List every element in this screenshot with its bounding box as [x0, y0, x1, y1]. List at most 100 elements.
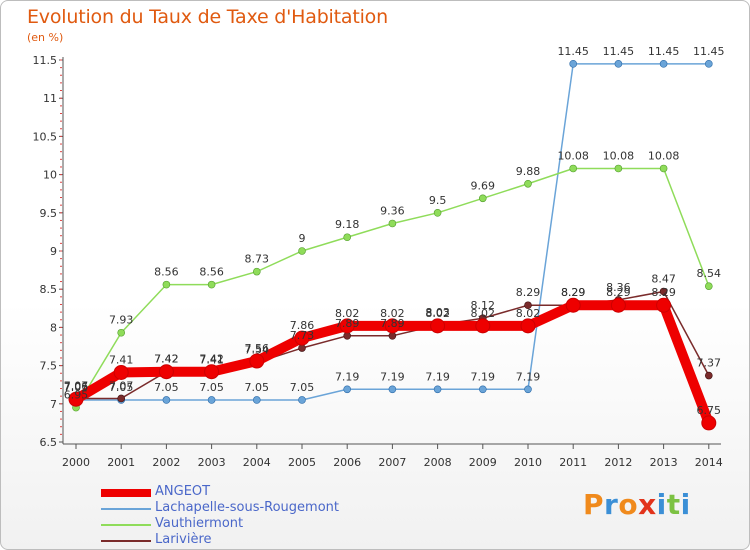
data-point [204, 364, 220, 380]
y-tick-label: 8.5 [40, 283, 58, 296]
data-point [162, 396, 171, 404]
data-point [207, 280, 216, 289]
data-label: 8.56 [154, 266, 179, 279]
data-label: 8.29 [516, 286, 541, 299]
data-point [384, 318, 400, 334]
y-tick-label: 9 [50, 245, 57, 258]
data-label: 11.45 [693, 45, 725, 58]
x-tick-label: 2000 [62, 456, 90, 469]
x-tick-label: 2012 [604, 456, 632, 469]
data-label: 8.36 [606, 281, 631, 294]
data-label: 8.02 [335, 307, 360, 320]
data-point [704, 371, 713, 380]
legend-swatch-lachapelle [101, 508, 151, 510]
data-point [614, 164, 623, 173]
data-point [207, 396, 216, 404]
y-tick-label: 10 [43, 169, 57, 182]
data-label: 8.03 [425, 306, 450, 319]
data-point [162, 280, 171, 289]
brand-letter: o [618, 488, 639, 521]
y-tick-label: 6.5 [40, 436, 58, 449]
data-point [701, 415, 717, 431]
data-label: 7.42 [154, 353, 179, 366]
data-label: 8.02 [425, 307, 450, 320]
data-label: 8.02 [516, 307, 541, 320]
data-label: 7.05 [154, 381, 179, 394]
data-label: 8.12 [471, 299, 496, 312]
data-point [659, 287, 668, 296]
data-point [610, 297, 626, 313]
data-label: 7.37 [697, 357, 722, 370]
data-label: 6.95 [64, 389, 89, 402]
brand-letter: i [656, 488, 667, 521]
data-point [294, 330, 310, 346]
x-tick-label: 2007 [378, 456, 406, 469]
brand-letter: i [680, 488, 691, 521]
data-label: 7.06 [64, 380, 89, 393]
data-point [430, 318, 446, 334]
data-point [524, 179, 532, 188]
data-point [524, 301, 532, 310]
data-point [117, 394, 125, 403]
x-tick-label: 2013 [650, 456, 678, 469]
legend-label-angeot: ANGEOT [155, 484, 211, 499]
legend-swatch-vauthiermont [101, 524, 151, 526]
x-tick-label: 2005 [288, 456, 316, 469]
data-label: 7.56 [245, 342, 270, 355]
legend-label-lachapelle: Lachapelle-sous-Rougemont [155, 500, 339, 515]
data-point [117, 328, 125, 337]
data-label: 8.73 [245, 253, 270, 266]
series-line-1 [75, 63, 710, 401]
data-label: 8.02 [471, 307, 496, 320]
data-label: 7.07 [64, 379, 89, 392]
data-point [433, 209, 442, 217]
data-label: 7.89 [380, 317, 405, 330]
x-tick-label: 2011 [559, 456, 587, 469]
data-point [249, 353, 265, 369]
data-point [253, 267, 261, 276]
data-point [388, 385, 397, 394]
data-label: 7.42 [154, 353, 179, 366]
data-label: 9.18 [335, 218, 360, 231]
data-point [113, 364, 129, 380]
brand-letter: t [666, 488, 681, 521]
data-label: 6.75 [697, 404, 722, 417]
legend-swatch-lariviere [101, 540, 151, 542]
data-label: 8.29 [561, 286, 586, 299]
data-point [253, 396, 261, 404]
data-label: 7.86 [290, 319, 315, 332]
brand-letter: P [583, 488, 605, 521]
y-tick-label: 9.5 [40, 207, 58, 220]
y-tick-label: 10.5 [33, 130, 58, 143]
data-label: 7.93 [109, 314, 134, 327]
data-point [704, 60, 713, 68]
data-label: 7.41 [199, 353, 224, 366]
legend-swatch-angeot [101, 489, 151, 497]
y-tick-label: 11 [43, 92, 57, 105]
data-point [343, 233, 352, 242]
data-label: 7.05 [245, 381, 270, 394]
data-label: 9.36 [380, 204, 405, 217]
brand-logo: Proxiti [583, 488, 691, 521]
data-point [475, 318, 491, 334]
data-point [388, 219, 397, 228]
data-label: 7.19 [471, 370, 496, 383]
data-label: 9.88 [516, 165, 541, 178]
data-label: 8.56 [199, 266, 224, 279]
data-label: 7.42 [199, 353, 224, 366]
data-label: 8.29 [651, 286, 676, 299]
data-label: 7.05 [199, 381, 224, 394]
data-label: 9.69 [471, 179, 496, 192]
data-point [569, 164, 578, 173]
data-label: 7.41 [109, 353, 134, 366]
data-label: 10.08 [648, 149, 680, 162]
data-point [478, 385, 487, 394]
x-tick-label: 2010 [514, 456, 542, 469]
data-label: 8.29 [561, 286, 586, 299]
data-label: 8.47 [651, 272, 676, 285]
x-tick-label: 2004 [243, 456, 271, 469]
x-tick-label: 2006 [333, 456, 361, 469]
y-tick-label: 11.5 [33, 54, 58, 67]
